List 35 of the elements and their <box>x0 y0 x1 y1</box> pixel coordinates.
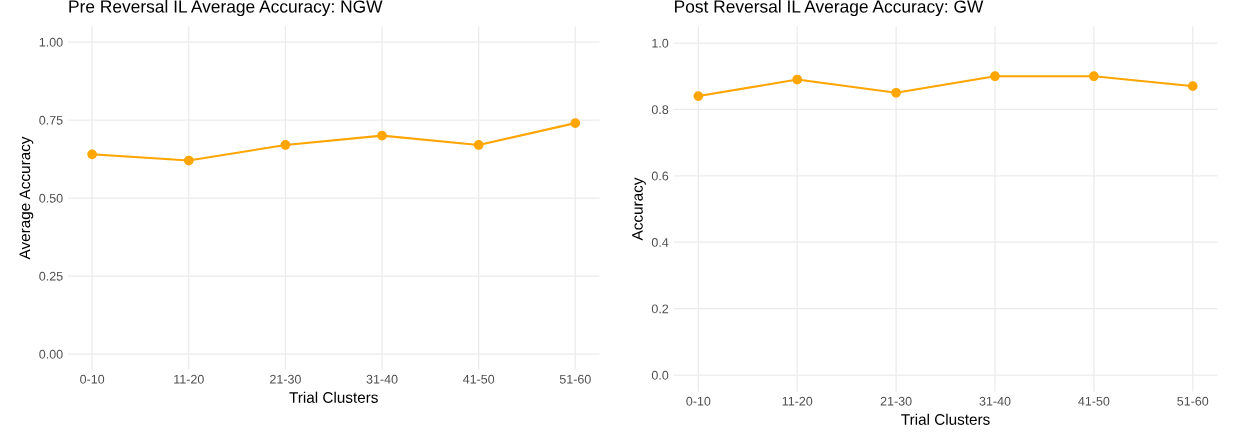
point <box>280 140 291 150</box>
x-tick-label: 11-20 <box>174 374 204 384</box>
x-tick-label: 41-50 <box>1078 396 1110 406</box>
point <box>377 130 387 141</box>
y-tick-label: 0.0 <box>651 370 669 380</box>
x-tick-label: 21-30 <box>880 396 912 406</box>
x-tick-label: 31-40 <box>979 396 1011 406</box>
y-tick-label: 0.25 <box>39 271 63 281</box>
x-tick-label: 51-60 <box>559 374 591 384</box>
chart-title: Post Reversal IL Average Accuracy: GW <box>675 0 984 17</box>
y-tick-label: 0.8 <box>651 105 669 115</box>
x-tick-label: 41-50 <box>462 374 495 384</box>
x-tick-label: 11-20 <box>782 396 813 406</box>
point <box>570 118 581 128</box>
x-tick-label: 31-40 <box>366 374 398 384</box>
y-tick-label: 1.0 <box>652 38 669 48</box>
chart-title: Pre Reversal IL Average Accuracy: NGW <box>69 0 383 17</box>
y-tick-label: 0.00 <box>39 349 63 359</box>
y-tick-label: 0.50 <box>39 193 63 203</box>
x-tick-label: 51-60 <box>1177 396 1209 406</box>
x-tick-label: 0-10 <box>80 374 105 384</box>
y-axis-title: Accuracy <box>632 177 646 241</box>
y-axis-title: Average Accuracy <box>19 136 34 260</box>
point <box>87 149 97 160</box>
x-tick-label: 21-30 <box>270 374 301 384</box>
x-tick-label: 0-10 <box>686 396 711 406</box>
point <box>183 155 194 166</box>
y-tick-label: 0.6 <box>651 171 669 181</box>
y-tick-label: 0.4 <box>651 238 669 247</box>
y-tick-label: 1.00 <box>39 37 63 47</box>
point <box>473 140 484 150</box>
y-tick-label: 0.75 <box>39 115 63 125</box>
x-axis-title: Trial Clusters <box>901 413 990 425</box>
y-tick-label: 0.2 <box>651 304 669 314</box>
x-axis-title: Trial Clusters <box>289 391 378 403</box>
